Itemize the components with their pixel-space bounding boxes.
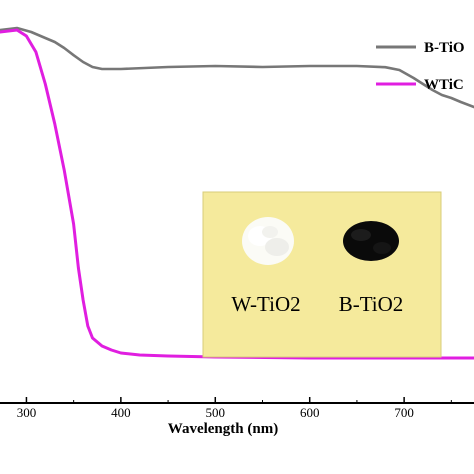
inset-background bbox=[202, 191, 442, 358]
series-layer bbox=[0, 26, 474, 360]
x-tick-label-300: 300 bbox=[17, 405, 37, 420]
x-tick-label-700: 700 bbox=[394, 405, 414, 420]
legend-label-wtic: WTiC bbox=[424, 77, 464, 93]
x-tick-label-500: 500 bbox=[206, 405, 226, 420]
black-powder-sample bbox=[343, 221, 399, 261]
series-line-b-tio bbox=[0, 26, 474, 109]
inset-label-w-tio2: W-TiO2 bbox=[231, 292, 300, 316]
legend-label-b-tio: B-TiO bbox=[424, 40, 465, 56]
inset-photo: W-TiO2 B-TiO2 bbox=[202, 191, 442, 358]
x-ticks: 300 400 500 600 700 bbox=[17, 397, 452, 420]
x-tick-label-400: 400 bbox=[111, 405, 131, 420]
x-axis-title: Wavelength (nm) bbox=[168, 421, 278, 437]
white-powder-sample bbox=[242, 217, 294, 265]
series-line-wtic bbox=[0, 28, 474, 360]
inset-label-b-tio2: B-TiO2 bbox=[339, 292, 404, 316]
legend: B-TiO WTiC bbox=[376, 40, 465, 93]
x-tick-label-600: 600 bbox=[300, 405, 320, 420]
